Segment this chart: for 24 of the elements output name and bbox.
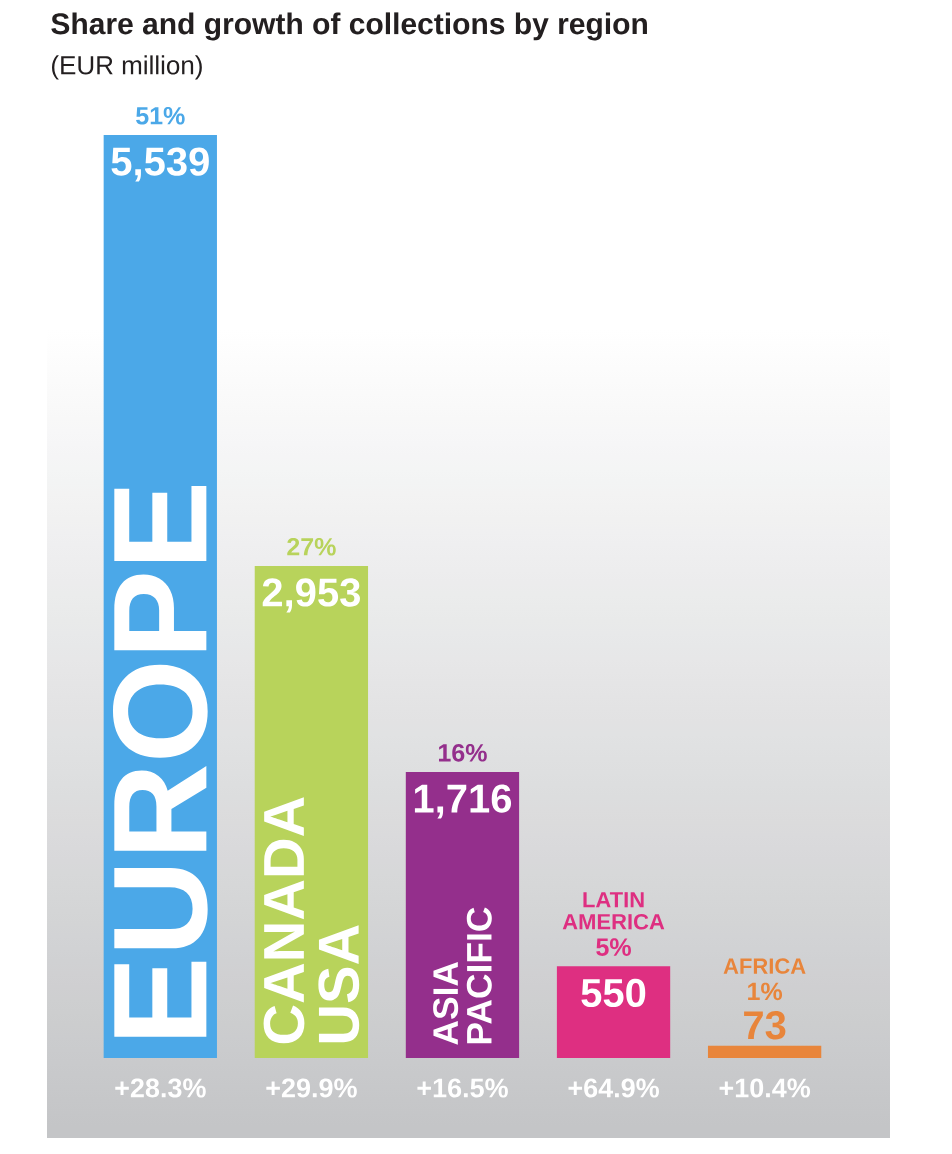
x-tick-label: EUROPE bbox=[112, 485, 208, 1037]
chart-title: Share and growth of collections by region bbox=[51, 12, 647, 41]
annotation: 27% bbox=[287, 537, 336, 556]
bar bbox=[556, 966, 671, 1058]
x-tick-label: LATIN AMERICA bbox=[562, 892, 665, 930]
bar bbox=[707, 1045, 822, 1058]
chart-subtitle: (EUR million) bbox=[52, 55, 202, 80]
x-tick-label: AFRICA bbox=[723, 958, 806, 974]
annotation: +64.9% bbox=[568, 1078, 659, 1098]
annotation: 1% bbox=[748, 982, 783, 1001]
data-label: 5,539 bbox=[111, 147, 209, 182]
annotation: 5% bbox=[596, 938, 631, 956]
annotation: +10.4% bbox=[719, 1078, 811, 1098]
annotation: 51% bbox=[136, 106, 185, 125]
annotation: +29.9% bbox=[266, 1078, 357, 1098]
data-label: 1,716 bbox=[414, 784, 512, 819]
annotation: 16% bbox=[439, 743, 487, 762]
annotation: +16.5% bbox=[417, 1078, 508, 1098]
annotation: +28.3% bbox=[115, 1078, 206, 1098]
data-label: 550 bbox=[581, 978, 646, 1008]
data-label: 2,953 bbox=[262, 578, 360, 613]
x-tick-label: ASIA PACIFIC bbox=[433, 907, 492, 1045]
x-tick-label: CANADA USA bbox=[263, 797, 360, 1044]
data-label: 73 bbox=[744, 1011, 786, 1040]
